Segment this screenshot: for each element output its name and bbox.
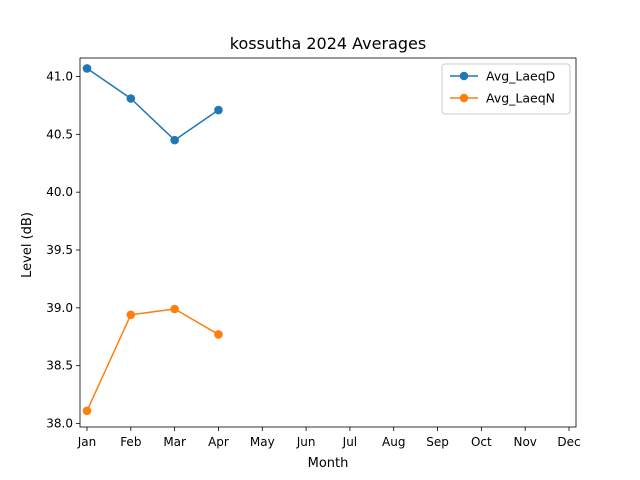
legend-label-1: Avg_LaeqN (486, 91, 555, 106)
x-tick-label-9: Oct (471, 435, 492, 449)
x-tick-label-1: Feb (120, 435, 141, 449)
axes-frame (79, 57, 577, 428)
data-point-0-3 (214, 105, 223, 115)
x-tick-label-6: Jul (342, 435, 357, 449)
y-tick-label-4: 40.0 (46, 185, 73, 199)
y-tick-label-1: 38.5 (46, 359, 73, 373)
x-tick-label-10: Nov (513, 435, 536, 449)
y-tick-label-6: 41.0 (46, 70, 73, 84)
y-tick-label-3: 39.5 (46, 243, 73, 257)
data-point-1-3 (214, 330, 223, 339)
y-tick-label-0: 38.0 (46, 417, 73, 431)
series-line-0 (86, 67, 219, 141)
y-axis-label: Level (dB) (20, 212, 35, 278)
x-tick-label-8: Sep (426, 435, 449, 449)
x-tick-label-0: Jan (77, 435, 97, 449)
data-point-0-1 (126, 94, 136, 103)
x-tick-label-2: Mar (163, 435, 186, 449)
x-tick-label-7: Aug (382, 435, 405, 449)
data-point-1-1 (126, 310, 136, 320)
x-axis-label: Month (308, 456, 349, 471)
data-point-0-2 (170, 135, 179, 145)
chart-title: kossutha 2024 Averages (230, 34, 426, 53)
legend-marker-1 (459, 93, 469, 103)
y-tick-label-2: 39.0 (46, 301, 73, 315)
plot-area: Jan Feb Mar Apr May Jun Jul Aug Sep Oct Nov Dec 38.0… (46, 57, 581, 449)
x-tick-label-4: May (250, 435, 275, 449)
legend-label-0: Avg_LaeqD (486, 69, 555, 84)
legend-marker-0 (459, 71, 469, 81)
x-tick-label-3: Apr (208, 435, 229, 449)
data-point-0-0 (82, 64, 92, 73)
x-tick-label-11: Dec (557, 435, 580, 449)
y-tick-label-5: 40.5 (46, 127, 73, 141)
series-line-1 (86, 308, 219, 412)
legend: Avg_LaeqD Avg_LaeqN (441, 63, 571, 115)
x-tick-label-5: Jun (296, 435, 316, 449)
data-point-1-2 (170, 304, 179, 314)
data-point-1-0 (82, 406, 92, 416)
